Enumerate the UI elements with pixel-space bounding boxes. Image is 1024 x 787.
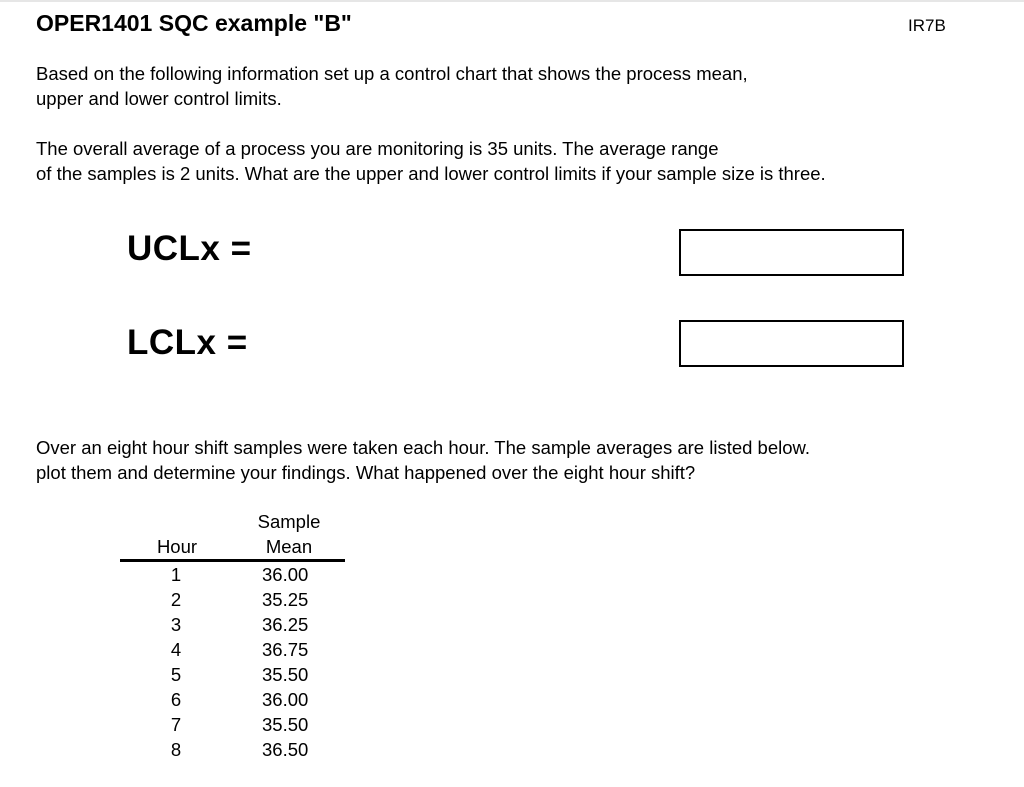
hour-column-header: Hour — [156, 536, 198, 557]
shift-paragraph: Over an eight hour shift samples were ta… — [36, 435, 810, 485]
table-row-hour: 4 — [170, 639, 182, 660]
mean-column-header-line-2: Mean — [265, 536, 313, 557]
ucl-answer-box[interactable] — [679, 229, 904, 276]
table-row-mean: 35.50 — [262, 664, 309, 685]
shift-line-1: Over an eight hour shift samples were ta… — [36, 437, 811, 458]
table-row-mean: 35.25 — [262, 589, 309, 610]
table-header-rule — [120, 559, 345, 562]
table-row-mean: 36.00 — [262, 689, 309, 710]
table-row-hour: 8 — [170, 739, 182, 760]
ucl-label: UCLx = — [127, 229, 252, 268]
table-row-hour: 7 — [170, 714, 182, 735]
table-row-mean: 36.75 — [262, 639, 309, 660]
table-row-hour: 1 — [170, 564, 182, 585]
lcl-answer-box[interactable] — [679, 320, 904, 367]
lcl-label: LCLx = — [127, 323, 248, 362]
problem-paragraph: The overall average of a process you are… — [36, 136, 826, 186]
table-row-mean: 36.50 — [262, 739, 309, 760]
table-row-mean: 36.25 — [262, 614, 309, 635]
intro-line-2: upper and lower control limits. — [36, 88, 282, 109]
intro-line-1: Based on the following information set u… — [36, 63, 748, 84]
shift-line-2: plot them and determine your findings. W… — [36, 462, 696, 483]
mean-column-header-line-1: Sample — [257, 511, 321, 532]
intro-paragraph: Based on the following information set u… — [36, 61, 748, 111]
table-row-hour: 6 — [170, 689, 182, 710]
table-row-mean: 36.00 — [262, 564, 309, 585]
document-code: IR7B — [908, 16, 946, 35]
table-row-hour: 3 — [170, 614, 182, 635]
problem-line-1: The overall average of a process you are… — [36, 138, 719, 159]
table-row-hour: 2 — [170, 589, 182, 610]
problem-line-2: of the samples is 2 units. What are the … — [36, 163, 826, 184]
document-title: OPER1401 SQC example "B" — [36, 10, 352, 36]
table-row-hour: 5 — [170, 664, 182, 685]
table-row-mean: 35.50 — [262, 714, 309, 735]
top-divider — [0, 0, 1024, 2]
